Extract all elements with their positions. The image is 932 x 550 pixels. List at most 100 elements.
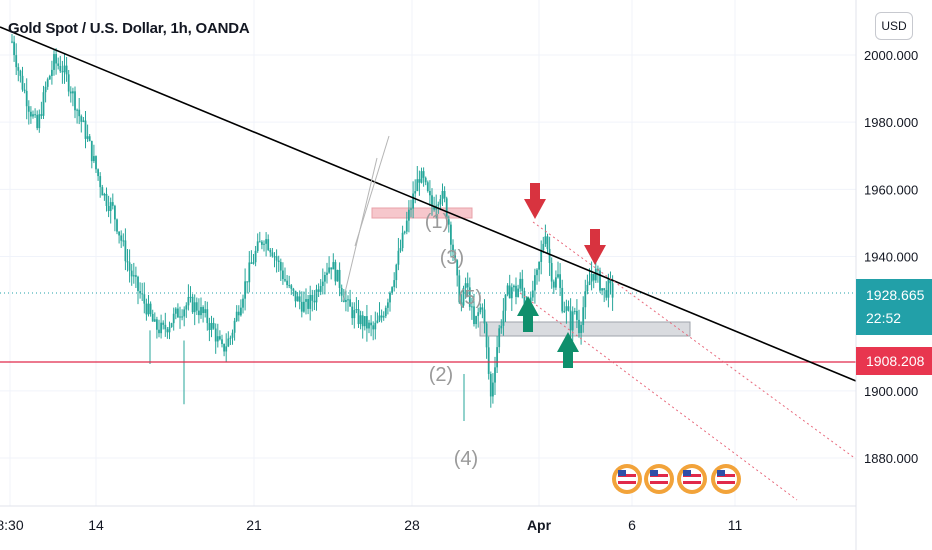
candle-body: [44, 86, 47, 93]
candle-body: [420, 171, 423, 183]
candle-body: [508, 285, 511, 299]
candle-body: [143, 294, 146, 304]
candle-body: [334, 262, 337, 282]
candle-body: [179, 316, 181, 318]
candle-body: [32, 114, 34, 117]
candle-body: [569, 310, 572, 331]
candle-body: [78, 109, 81, 117]
candle-body: [571, 311, 574, 331]
candle-body: [153, 319, 156, 322]
candle-body: [212, 322, 215, 329]
candle-body: [557, 274, 559, 278]
price-tick-label: 2000.000: [864, 48, 918, 63]
candle-body: [147, 303, 150, 315]
candle-body: [48, 75, 51, 80]
candle-body: [584, 291, 587, 308]
candle-body: [403, 231, 406, 233]
candle-body: [492, 382, 494, 397]
up-arrow-2-shaft: [563, 352, 573, 368]
candle-body: [65, 65, 68, 75]
candle-body: [214, 328, 217, 342]
candle-body: [500, 325, 503, 329]
up-arrow-2-head: [557, 332, 579, 352]
support-price-tag-bg: [856, 347, 932, 375]
down-arrow-1-head: [524, 199, 546, 219]
time-tick-label: 11: [728, 517, 743, 533]
candle-body: [477, 312, 480, 317]
candle-body: [132, 275, 135, 277]
candle-body: [611, 283, 614, 298]
candle-body: [198, 310, 200, 316]
candle-body: [555, 277, 557, 288]
candle-body: [359, 315, 362, 325]
candle-body: [504, 294, 507, 311]
candle-body: [395, 264, 398, 281]
up-arrow-1-head: [517, 296, 539, 316]
candle-body: [471, 306, 473, 308]
down-arrow-1-shaft: [530, 183, 540, 199]
candle-body: [122, 240, 125, 242]
support-zone: [479, 321, 691, 337]
candle-body: [250, 262, 253, 264]
support-price-tag: 1908.208: [856, 347, 932, 375]
candle-body: [540, 250, 543, 262]
flag-stripe: [683, 474, 701, 477]
candle-body: [458, 275, 461, 303]
candle-body: [426, 182, 429, 192]
candle-body: [552, 281, 555, 288]
candle-body: [246, 281, 249, 283]
candle-body: [544, 236, 547, 244]
candle-body: [321, 281, 324, 287]
candle-body: [185, 305, 188, 310]
candle-body: [135, 275, 137, 277]
candle-body: [296, 296, 299, 302]
candle-body: [416, 179, 419, 192]
candle-body: [433, 206, 435, 210]
current-price-tag: 1928.665 22:52: [856, 279, 932, 335]
candle-body: [576, 310, 578, 320]
candle-body: [244, 281, 246, 299]
candle-body: [307, 299, 309, 309]
grid-layer: [0, 0, 856, 506]
wave-label: (5): [458, 287, 482, 309]
down-arrow-2-head: [584, 245, 606, 265]
candle-body: [565, 306, 568, 311]
candle-body: [99, 176, 102, 188]
candle-body: [156, 319, 158, 330]
wave-label: (1): [425, 211, 449, 233]
candle-body: [93, 156, 95, 162]
candle-body: [61, 71, 64, 73]
candle-body: [275, 256, 278, 261]
channel-line-upper: [532, 221, 857, 460]
candle-body: [162, 322, 165, 325]
candle-body: [237, 311, 240, 316]
time-tick-label: 21: [246, 517, 262, 533]
candle-body: [311, 295, 314, 301]
candle-body: [376, 320, 379, 323]
candle-body: [384, 307, 387, 317]
candle-body: [256, 241, 259, 251]
candle-body: [63, 65, 66, 73]
candle-body: [468, 287, 471, 307]
candle-body: [370, 322, 372, 326]
candle-body: [124, 240, 127, 262]
candle-body: [261, 241, 263, 245]
candle-body: [72, 91, 74, 94]
candle-body: [355, 309, 358, 311]
candle-body: [578, 319, 580, 334]
candle-body: [582, 307, 585, 326]
candle-body: [158, 329, 160, 334]
candle-body: [479, 307, 482, 313]
time-tick-label: Apr: [527, 517, 552, 533]
candle-body: [366, 316, 368, 329]
candle-body: [378, 315, 381, 321]
candle-body: [59, 65, 62, 72]
candle-body: [88, 136, 91, 141]
candle-body: [441, 190, 444, 200]
candle-body: [542, 243, 545, 251]
currency-button[interactable]: USD: [875, 12, 913, 40]
candle-body: [531, 290, 534, 298]
candle-body: [95, 156, 97, 170]
flag-canton: [683, 470, 691, 476]
